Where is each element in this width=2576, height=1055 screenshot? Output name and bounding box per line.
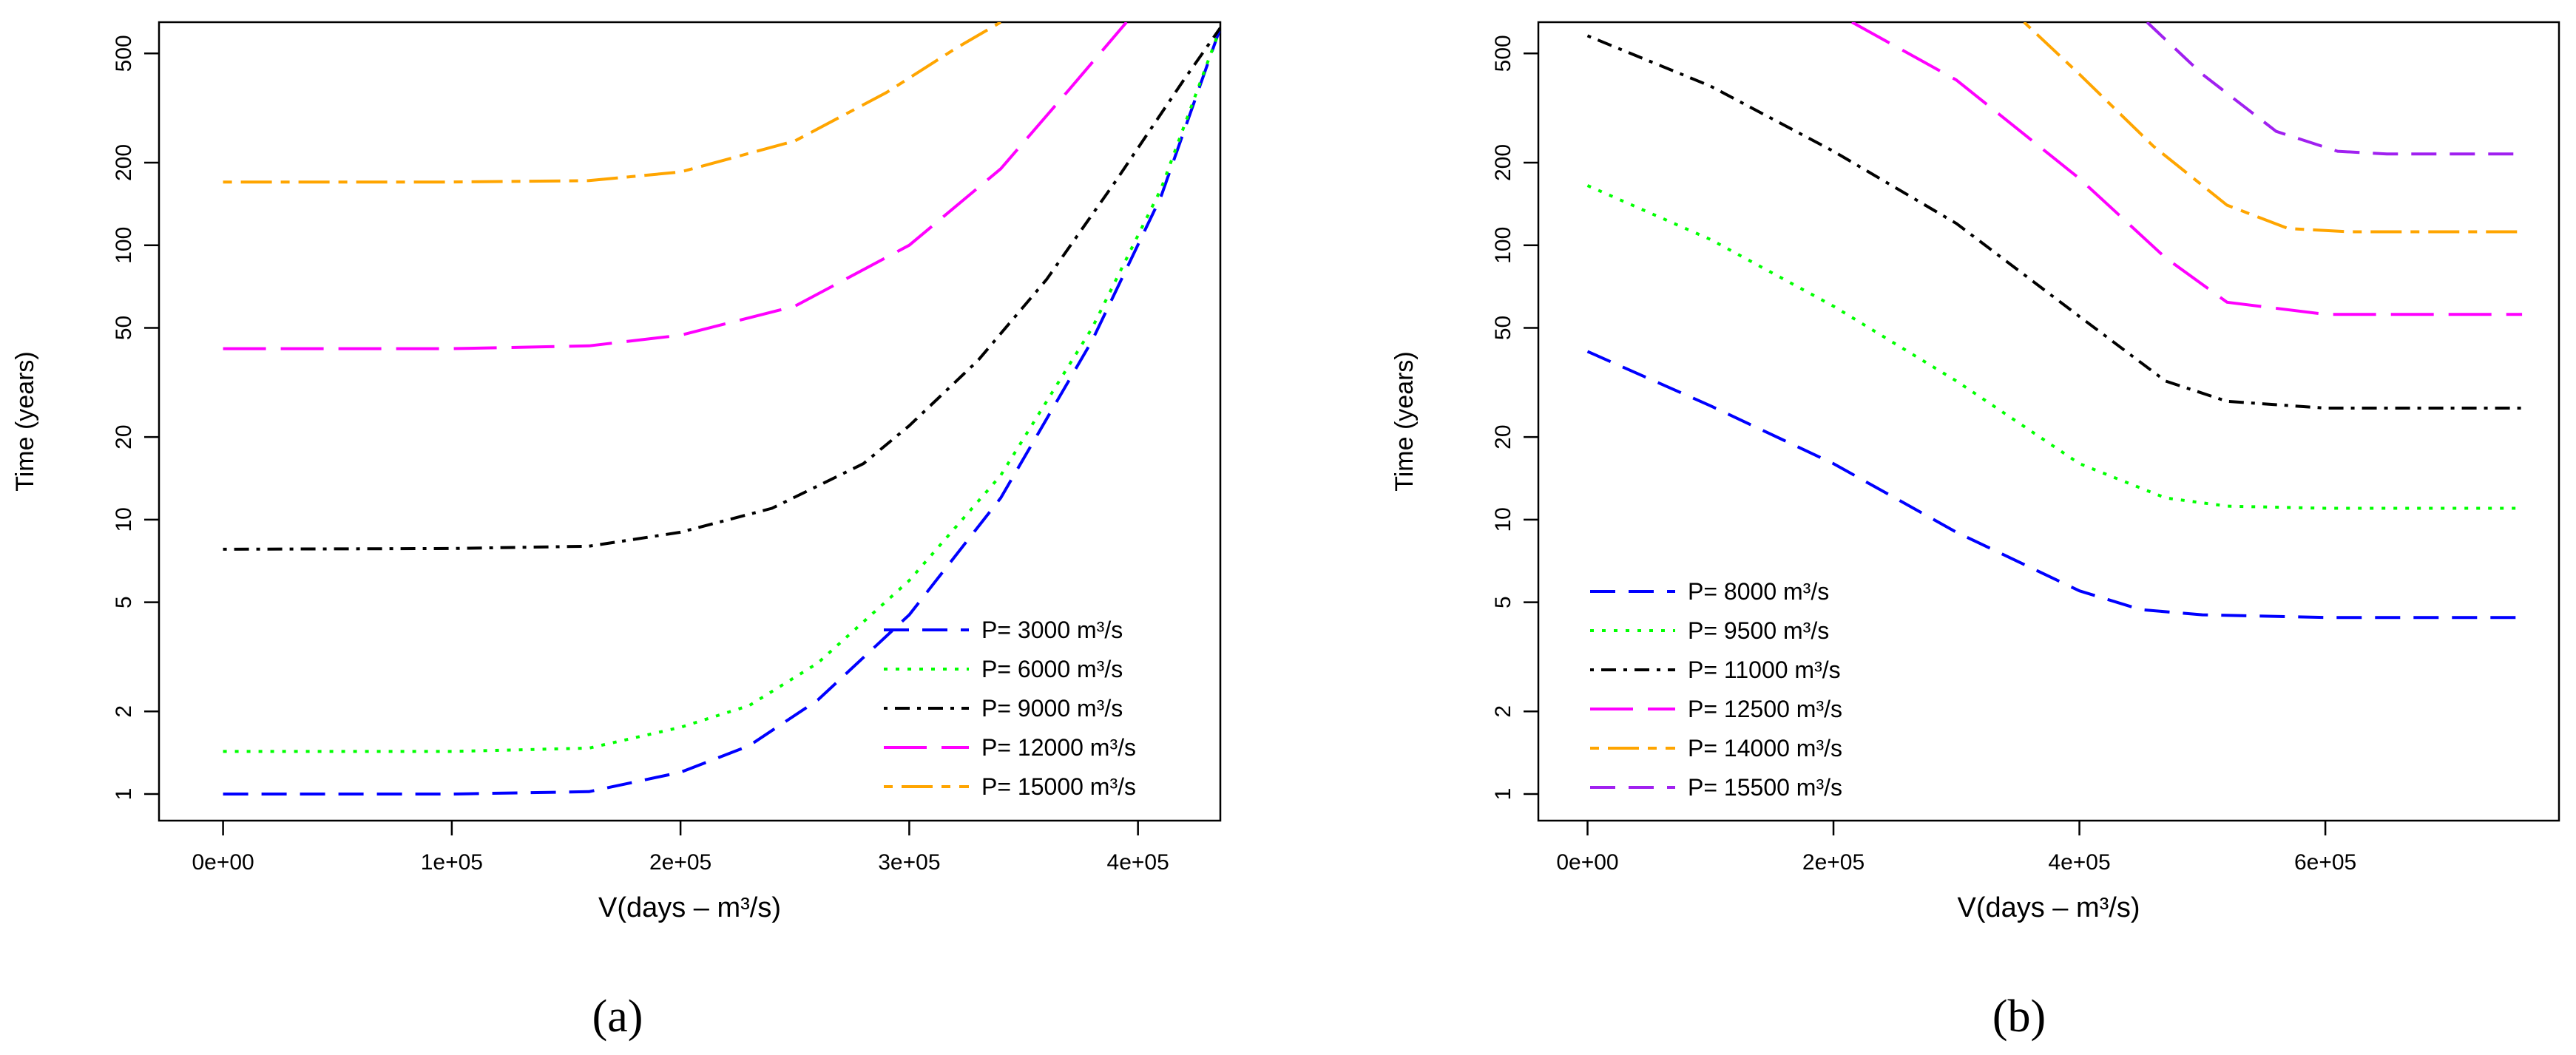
panel-label: (a): [592, 991, 643, 1042]
series-line-3000: [223, 27, 1220, 796]
x-tick-label: 2e+05: [1802, 850, 1865, 875]
legend-entry: P= 3000 m³/s: [981, 617, 1123, 643]
legend-entry: P= 9500 m³/s: [1688, 617, 1829, 644]
y-tick-label: 50: [112, 316, 136, 340]
y-tick-label: 500: [1491, 35, 1515, 72]
y-tick-label: 2: [1491, 705, 1515, 718]
y-tick-label: 200: [112, 144, 136, 181]
series-line-6000: [223, 27, 1220, 753]
x-tick-label: 4e+05: [2048, 850, 2110, 875]
y-tick-label: 5: [112, 596, 136, 608]
y-tick-label: 1: [112, 788, 136, 801]
series-line-15500: [2146, 22, 2523, 156]
y-tick-label: 5: [1491, 596, 1515, 608]
chart-panel-a: 1 2 5 10 20 50 100 200 500 0e+00 1e+05 2e+05 3e+05 4e…: [11, 21, 1222, 1042]
y-tick-label: 100: [112, 227, 136, 264]
x-tick-label: 0e+00: [192, 850, 254, 875]
x-axis-label: V(days – m³/s): [1957, 892, 2140, 923]
series-line-8000: [1586, 350, 2523, 620]
legend-entry: P= 8000 m³/s: [1688, 578, 1829, 605]
plot-frame: [1537, 21, 2560, 822]
y-tick-label: 10: [112, 507, 136, 532]
legend-entry: P= 12000 m³/s: [981, 734, 1136, 761]
y-tick-label: 200: [1491, 144, 1515, 181]
y-tick-label: 10: [1491, 507, 1515, 532]
x-tick-label: 1e+05: [421, 850, 483, 875]
legend-entry: P= 15500 m³/s: [1688, 774, 1842, 801]
x-tick-label: 0e+00: [1556, 850, 1618, 875]
series-group: [223, 22, 1220, 796]
legend-entry: P= 15000 m³/s: [981, 773, 1136, 800]
y-tick-label: 100: [1491, 227, 1515, 264]
y-tick-label: 500: [112, 35, 136, 72]
series-group: [1586, 22, 2523, 620]
series-line-9500: [1586, 184, 2523, 510]
x-tick-label: 4e+05: [1107, 850, 1169, 875]
y-tick-label: 20: [112, 424, 136, 449]
legend-entry: P= 11000 m³/s: [1688, 657, 1841, 683]
series-line-9000: [223, 27, 1220, 551]
series-line-14000: [2023, 22, 2523, 234]
series-line-12000: [223, 22, 1128, 350]
panel-label: (b): [1992, 991, 2046, 1042]
x-tick-label: 3e+05: [878, 850, 940, 875]
series-line-15000: [223, 22, 1002, 184]
x-tick-label: 2e+05: [649, 850, 711, 875]
y-tick-label: 20: [1491, 424, 1515, 449]
y-tick-label: 1: [1491, 788, 1515, 801]
legend: P= 8000 m³/s P= 9500 m³/s P= 11000 m³/s P= …: [1590, 578, 1842, 801]
legend-entry: P= 6000 m³/s: [981, 656, 1123, 682]
legend-entry: P= 14000 m³/s: [1688, 735, 1842, 761]
legend-entry: P= 12500 m³/s: [1688, 696, 1842, 722]
y-axis-label: Time (years): [1390, 351, 1419, 492]
plot-frame: [158, 21, 1222, 822]
y-tick-label: 50: [1491, 316, 1515, 340]
x-tick-label: 6e+05: [2294, 850, 2356, 875]
legend-entry: P= 9000 m³/s: [981, 695, 1123, 722]
chart-panel-b: 1 2 5 10 20 50 100 200 500 0e+00 2e+05 4e+05 6e+05 Ti…: [1390, 21, 2560, 1042]
y-tick-label: 2: [112, 705, 136, 718]
series-line-11000: [1586, 34, 2523, 410]
y-axis-label: Time (years): [11, 351, 39, 492]
x-axis-label: V(days – m³/s): [598, 892, 781, 923]
legend: P= 3000 m³/s P= 6000 m³/s P= 9000 m³/s P= 1…: [884, 617, 1136, 800]
series-line-12500: [1851, 22, 2523, 316]
